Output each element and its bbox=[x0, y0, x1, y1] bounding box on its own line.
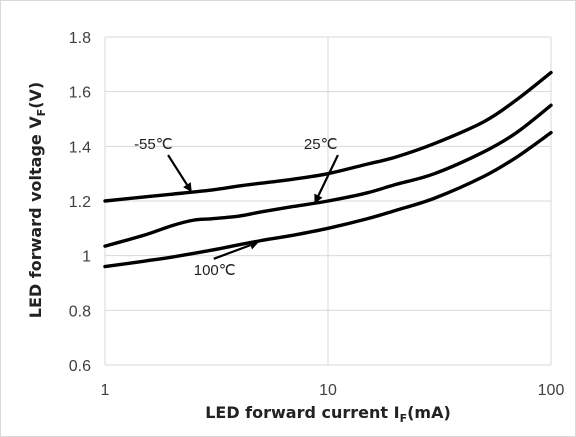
annotation-arrowhead-2 bbox=[248, 240, 259, 250]
tick-layer: 0.6 0.8 1 1.2 1.4 1.6 1.8 1 10 100 bbox=[69, 30, 565, 399]
annotation-arrowhead-0 bbox=[183, 182, 192, 193]
y-tick-label: 1.2 bbox=[69, 194, 91, 211]
y-tick-label: 1.4 bbox=[69, 139, 91, 156]
annotation-label-0: -55℃ bbox=[134, 136, 173, 153]
y-tick-label: 0.6 bbox=[69, 358, 91, 375]
x-tick-label: 100 bbox=[538, 382, 565, 399]
annotation-layer: -55℃ 25℃ 100℃ bbox=[134, 136, 339, 279]
series-line-0 bbox=[103, 70, 553, 203]
x-axis-title: LED forward current IF(mA) bbox=[205, 403, 451, 425]
annotation-arrowhead-1 bbox=[314, 193, 323, 204]
annotation-arrow-0 bbox=[167, 154, 188, 186]
annotation-arrow-1 bbox=[317, 154, 339, 197]
y-tick-label: 0.8 bbox=[69, 303, 91, 320]
x-tick-label: 10 bbox=[319, 382, 337, 399]
x-tick-label: 1 bbox=[101, 382, 110, 399]
series-line-2 bbox=[103, 130, 553, 269]
annotation-label-2: 100℃ bbox=[194, 262, 236, 279]
y-axis-title: LED forward voltage VF(V) bbox=[26, 82, 48, 318]
y-tick-label: 1 bbox=[82, 249, 91, 266]
series-line-1 bbox=[103, 103, 553, 248]
series-layer bbox=[103, 70, 553, 269]
y-tick-label: 1.8 bbox=[69, 30, 91, 47]
y-tick-label: 1.6 bbox=[69, 85, 91, 102]
annotation-arrow-2 bbox=[213, 244, 251, 260]
annotation-label-1: 25℃ bbox=[304, 136, 338, 153]
